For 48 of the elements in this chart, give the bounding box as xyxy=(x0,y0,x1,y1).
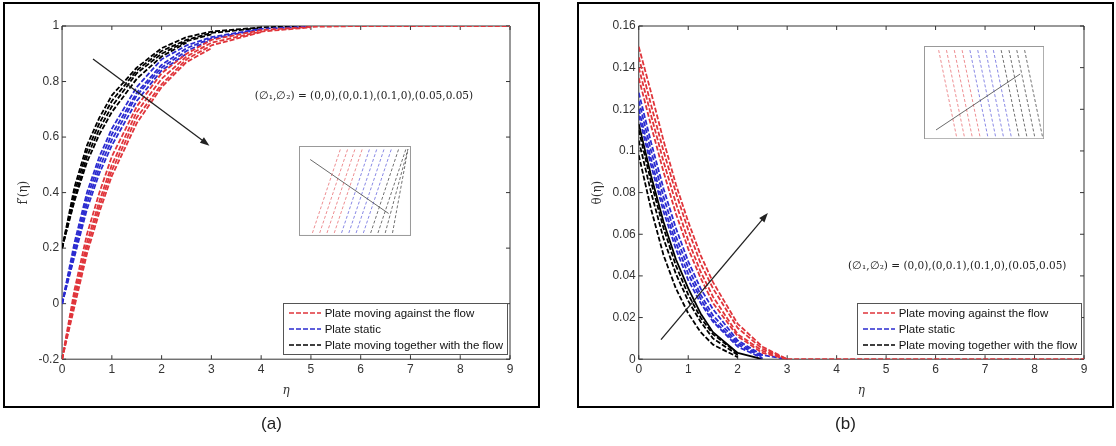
x-tick-label: 2 xyxy=(734,361,742,376)
legend-label: Plate moving together with the flow xyxy=(324,339,503,352)
x-tick-label: 3 xyxy=(783,361,791,376)
x-tick-label: 7 xyxy=(981,361,989,376)
x-tick-label: 5 xyxy=(307,361,315,376)
x-tick-label: 9 xyxy=(506,361,514,376)
x-tick-label: 3 xyxy=(208,361,216,376)
annotation: (∅₁,∅₂) = (0,0),(0,0.1),(0.1,0),(0.05,0.05) xyxy=(254,89,474,102)
y-tick-label: 0.16 xyxy=(612,18,637,33)
x-tick-label: 4 xyxy=(257,361,265,376)
x-tick-label: 2 xyxy=(158,361,166,376)
legend-label: Plate static xyxy=(324,323,381,336)
y-tick-label: 0 xyxy=(52,295,60,310)
y-axis-title: f′(η) xyxy=(16,180,31,205)
text: (a) xyxy=(260,414,283,434)
annotation: (∅₁,∅₂) = (0,0),(0,0.1),(0.1,0),(0.05,0.05) xyxy=(848,259,1067,272)
y-tick-label: 0.08 xyxy=(612,184,637,199)
y-axis-title: θ(η) xyxy=(590,180,605,205)
y-tick-label: 0.14 xyxy=(612,59,637,74)
x-tick-label: 1 xyxy=(108,361,116,376)
y-tick-label: 0.12 xyxy=(612,101,637,116)
y-tick-label: 0.06 xyxy=(612,226,637,241)
y-tick-label: 0 xyxy=(629,351,637,366)
x-tick-label: 7 xyxy=(407,361,415,376)
y-tick-label: 0.4 xyxy=(42,184,60,199)
x-tick-label: 1 xyxy=(684,361,692,376)
legend-label: Plate moving against the flow xyxy=(898,307,1049,320)
text: (b) xyxy=(834,414,857,434)
x-tick-label: 5 xyxy=(882,361,890,376)
x-axis-title: η xyxy=(857,382,866,397)
y-tick-label: 0.6 xyxy=(42,129,60,144)
y-tick-label: 0.2 xyxy=(42,240,60,255)
x-tick-label: 6 xyxy=(357,361,365,376)
x-tick-label: 4 xyxy=(833,361,841,376)
x-tick-label: 8 xyxy=(1031,361,1039,376)
legend-label: Plate moving together with the flow xyxy=(898,339,1077,352)
x-axis-title: η xyxy=(282,382,291,397)
x-tick-label: 8 xyxy=(456,361,464,376)
y-tick-label: 0.02 xyxy=(612,309,637,324)
x-tick-label: 9 xyxy=(1080,361,1088,376)
y-tick-label: 1 xyxy=(52,18,60,33)
y-tick-label: 0.1 xyxy=(619,143,637,158)
y-tick-label: -0.2 xyxy=(38,351,60,366)
y-tick-label: 0.04 xyxy=(612,268,637,283)
legend-label: Plate static xyxy=(898,323,955,336)
y-tick-label: 0.8 xyxy=(42,73,60,88)
x-tick-label: 6 xyxy=(932,361,940,376)
legend-label: Plate moving against the flow xyxy=(324,307,475,320)
